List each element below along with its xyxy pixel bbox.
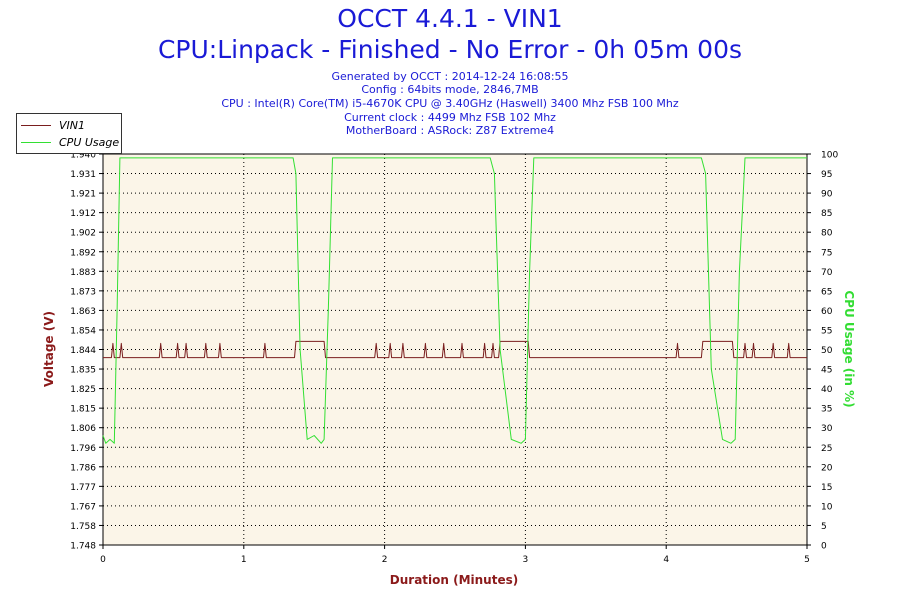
legend-item-cpu-usage: CPU Usage: [21, 134, 119, 150]
left-tick-label: 1.854: [70, 326, 96, 336]
series-line-cpu-usage: [102, 157, 807, 444]
left-tick-label: 1.940: [70, 151, 96, 161]
legend-label-vin1: VIN1: [59, 118, 85, 132]
right-tick-label: 20: [821, 463, 833, 473]
right-tick-label: 70: [821, 268, 833, 278]
right-tick-label: 40: [821, 385, 833, 395]
left-tick-label: 1.777: [70, 483, 96, 493]
right-tick-label: 15: [821, 483, 832, 493]
left-axis-ticks: 1.748 1.758 1.767 1.777 1.786 1.796 1.806 1.815…: [70, 151, 103, 552]
legend-swatch-vin1: [21, 124, 51, 126]
legend-item-vin1: VIN1: [21, 117, 85, 133]
right-tick-label: 95: [821, 170, 832, 180]
right-tick-label: 55: [821, 326, 832, 336]
left-axis-label: Voltage (V): [42, 311, 56, 387]
left-tick-label: 1.825: [70, 385, 96, 395]
left-tick-label: 1.844: [70, 346, 96, 356]
x-axis-label: Duration (Minutes): [390, 573, 518, 587]
left-tick-label: 1.748: [70, 542, 96, 552]
x-axis-ticks: 0 1 2 3 4 5: [100, 545, 810, 565]
right-tick-label: 30: [821, 424, 833, 434]
x-tick-label: 5: [804, 555, 810, 565]
info-cpu: CPU : Intel(R) Core(TM) i5-4670K CPU @ 3…: [221, 97, 679, 110]
left-tick-label: 1.767: [70, 502, 96, 512]
left-tick-label: 1.835: [70, 366, 96, 376]
right-tick-label: 85: [821, 209, 832, 219]
right-tick-label: 65: [821, 287, 832, 297]
right-tick-label: 5: [821, 522, 827, 532]
info-current-clock: Current clock : 4499 Mhz FSB 102 Mhz: [344, 111, 556, 124]
left-tick-label: 1.921: [70, 190, 96, 200]
left-tick-label: 1.902: [70, 229, 96, 239]
right-axis-ticks: 0 5 10 15 20 25 30 35 40 45 50 55 60 65 70 75 80 85 90 95 10…: [807, 151, 838, 552]
left-tick-label: 1.892: [70, 248, 96, 258]
left-tick-label: 1.931: [70, 170, 96, 180]
right-tick-label: 50: [821, 346, 833, 356]
left-tick-label: 1.873: [70, 287, 96, 297]
left-tick-label: 1.758: [70, 522, 96, 532]
legend-label-cpu-usage: CPU Usage: [59, 135, 120, 149]
right-tick-label: 10: [821, 502, 833, 512]
right-tick-label: 35: [821, 405, 832, 415]
legend-swatch-cpu-usage: [21, 141, 51, 143]
info-generated: Generated by OCCT : 2014-12-24 16:08:55: [331, 70, 569, 83]
left-tick-label: 1.806: [70, 424, 96, 434]
info-motherboard: MotherBoard : ASRock: Z87 Extreme4: [345, 124, 555, 137]
legend: VIN1 CPU Usage: [16, 113, 122, 154]
left-tick-label: 1.815: [70, 405, 96, 415]
right-tick-label: 75: [821, 248, 832, 258]
x-tick-label: 3: [523, 555, 529, 565]
left-tick-label: 1.883: [70, 268, 96, 278]
x-tick-label: 0: [100, 555, 106, 565]
info-config: Config : 64bits mode, 2846,7MB: [361, 83, 539, 96]
right-tick-label: 80: [821, 229, 833, 239]
right-axis-label: CPU Usage (in %): [842, 290, 856, 407]
left-tick-label: 1.786: [70, 463, 96, 473]
chart-subtitle: CPU:Linpack - Finished - No Error - 0h 0…: [157, 35, 743, 64]
series-layer: [102, 157, 807, 444]
grid: [103, 154, 807, 545]
right-tick-label: 90: [821, 190, 833, 200]
left-tick-label: 1.796: [70, 444, 96, 454]
right-tick-label: 60: [821, 307, 833, 317]
x-tick-label: 2: [382, 555, 388, 565]
right-tick-label: 0: [821, 542, 827, 552]
x-tick-label: 4: [663, 555, 669, 565]
chart-title: OCCT 4.4.1 - VIN1: [337, 4, 563, 33]
right-tick-label: 100: [821, 151, 838, 161]
x-tick-label: 1: [241, 555, 247, 565]
right-tick-label: 25: [821, 444, 832, 454]
left-tick-label: 1.912: [70, 209, 96, 219]
left-tick-label: 1.863: [70, 307, 96, 317]
right-tick-label: 45: [821, 366, 832, 376]
